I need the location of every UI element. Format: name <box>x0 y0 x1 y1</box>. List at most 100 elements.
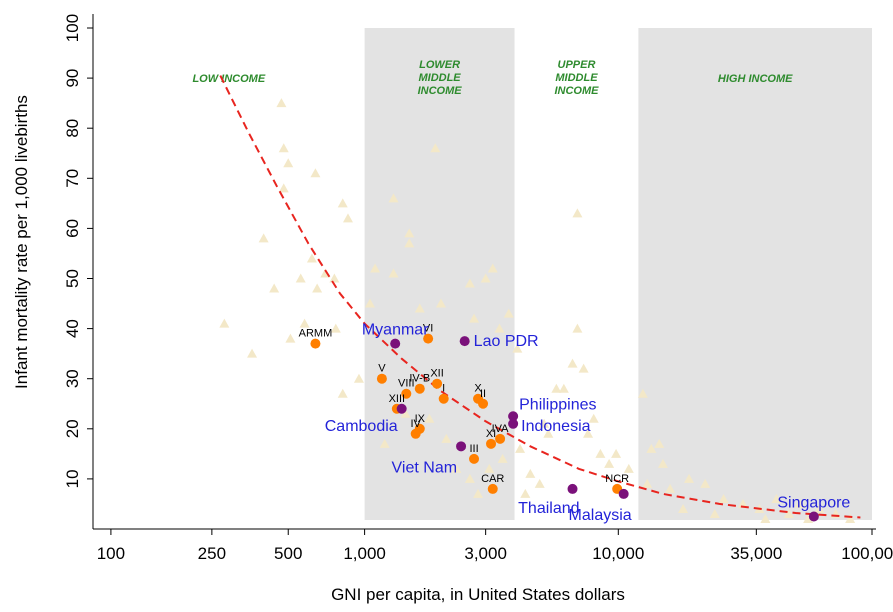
country-triangle <box>515 443 526 453</box>
country-triangle <box>469 313 480 323</box>
y-tick-label-20: 20 <box>63 419 82 438</box>
country-point-malaysia <box>618 488 629 499</box>
region-label-iv: IV <box>410 418 421 430</box>
band-label-middle: MIDDLE <box>555 72 598 84</box>
country-triangle <box>572 208 583 218</box>
country-triangle <box>276 98 287 108</box>
country-triangle <box>494 323 505 333</box>
country-triangle <box>783 508 794 518</box>
country-label-singapore: Singapore <box>777 494 850 511</box>
fitted-curve <box>219 75 861 519</box>
x-tick-label-10-000: 10,000 <box>592 544 644 563</box>
country-triangle <box>642 478 653 488</box>
country-triangle <box>588 413 599 423</box>
band-label-income: INCOME <box>418 85 463 97</box>
country-triangle <box>737 498 748 508</box>
band-label-low-income: LOW INCOME <box>192 73 265 85</box>
y-tick-label-30: 30 <box>63 369 82 388</box>
x-tick-label-1-000: 1,000 <box>343 544 386 563</box>
region-point-xi <box>486 438 497 449</box>
country-triangle <box>539 418 550 428</box>
country-triangle <box>611 448 622 458</box>
country-triangle <box>578 363 589 373</box>
country-point-philippines <box>508 411 519 422</box>
country-triangle <box>258 233 269 243</box>
region-point-iv <box>410 428 421 439</box>
country-triangle <box>337 198 348 208</box>
country-triangle <box>623 463 634 473</box>
other-countries <box>219 98 856 523</box>
income-band-high-income <box>638 28 872 520</box>
region-point-car <box>487 483 498 494</box>
countries: Myanmar Lao PDR Philippines Indonesia Cambod… <box>325 322 851 524</box>
income-bands <box>364 28 872 520</box>
region-point-armm <box>310 338 321 349</box>
country-label-malaysia: Malaysia <box>569 507 632 524</box>
country-triangle <box>342 213 353 223</box>
country-triangle <box>388 268 399 278</box>
country-triangle <box>497 453 508 463</box>
region-label-vi: VI <box>423 323 433 335</box>
region-label-ncr: NCR <box>605 473 629 485</box>
country-triangle <box>595 448 606 458</box>
country-point-lao-pdr <box>459 336 470 347</box>
country-triangle <box>451 463 462 473</box>
country-point-cambodia <box>396 403 407 414</box>
x-ticks: 100 250 500 1,000 3,000 10,000 35,000 100,000 <box>97 529 893 563</box>
y-ticks: 10 20 30 40 50 60 70 80 90 100 <box>63 14 93 488</box>
y-tick-label-50: 50 <box>63 269 82 288</box>
country-label-thailand: Thailand <box>518 500 579 517</box>
country-triangle <box>543 428 554 438</box>
income-band-labels: LOW INCOMELOWERMIDDLEINCOMEUPPERMIDDLEIN… <box>192 59 793 97</box>
country-triangle <box>295 273 306 283</box>
country-point-singapore <box>808 511 819 522</box>
axes <box>92 14 876 530</box>
x-tick-label-250: 250 <box>198 544 226 563</box>
region-label-car: CAR <box>481 473 504 485</box>
region-point-iii <box>469 453 480 464</box>
region-label-i: I <box>442 383 445 395</box>
country-triangle <box>646 443 657 453</box>
region-point-i <box>438 393 449 404</box>
country-triangle <box>771 493 782 503</box>
country-triangle <box>760 513 771 523</box>
country-triangle <box>312 283 323 293</box>
region-point-viii <box>401 388 412 399</box>
band-label-upper: UPPER <box>558 59 596 71</box>
country-triangle <box>329 273 340 283</box>
country-triangle <box>684 473 695 483</box>
country-triangle <box>525 468 536 478</box>
country-point-indonesia <box>508 418 519 429</box>
country-triangle <box>534 478 545 488</box>
region-label-ix: IX <box>415 413 426 425</box>
y-tick-label-70: 70 <box>63 169 82 188</box>
country-point-myanmar <box>390 338 401 349</box>
country-triangle <box>278 183 289 193</box>
country-triangle <box>654 438 665 448</box>
country-triangle <box>604 458 615 468</box>
x-tick-label-500: 500 <box>274 544 302 563</box>
y-tick-label-100: 100 <box>63 14 82 42</box>
band-label-high-income: HIGH INCOME <box>718 73 793 85</box>
country-triangle <box>794 498 805 508</box>
region-point-iv-b <box>414 383 425 394</box>
x-tick-label-100-000: 100,000 <box>841 544 893 563</box>
country-triangle <box>572 323 583 333</box>
country-triangle <box>424 413 435 423</box>
region-label-iva: IVA <box>492 423 510 435</box>
region-point-iva <box>495 433 506 444</box>
y-tick-label-40: 40 <box>63 319 82 338</box>
country-triangle <box>330 323 341 333</box>
x-tick-label-3-000: 3,000 <box>464 544 507 563</box>
country-triangle <box>512 343 523 353</box>
country-triangle <box>484 463 495 473</box>
country-label-viet-nam: Viet Nam <box>392 459 458 476</box>
y-tick-label-80: 80 <box>63 119 82 138</box>
country-triangle <box>678 503 689 513</box>
country-triangle <box>306 253 317 263</box>
region-label-viii: VIII <box>398 378 415 390</box>
country-triangle <box>430 143 441 153</box>
country-triangle <box>388 193 399 203</box>
income-band-lower-middle-income <box>364 28 515 520</box>
